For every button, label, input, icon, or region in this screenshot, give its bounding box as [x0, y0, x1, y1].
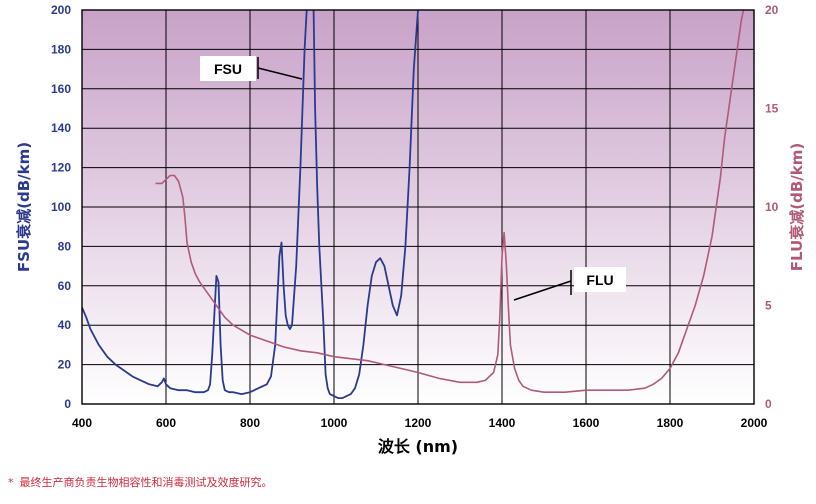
y-left-tick-label: 40 — [58, 318, 72, 332]
fsu-pointer — [257, 67, 303, 80]
x-tick-label: 800 — [240, 416, 260, 430]
footnote-star: * — [8, 476, 14, 489]
plot-frame — [81, 9, 755, 405]
right-axis-title: FLU衰减(dB/km) — [788, 143, 806, 271]
y-left-tick-label: 120 — [51, 161, 71, 175]
y-right-tick-label: 10 — [765, 200, 779, 214]
y-left-tick-label: 140 — [51, 121, 71, 135]
y-right-tick-label: 20 — [765, 3, 779, 17]
y-right-tick-label: 0 — [765, 397, 772, 411]
y-left-tick-label: 180 — [51, 42, 71, 56]
x-axis-title: 波长 (nm) — [378, 437, 458, 456]
flu-label-box — [574, 267, 626, 292]
x-tick-label: 1600 — [573, 416, 600, 430]
data-series — [82, 10, 745, 400]
flu-pointer — [513, 280, 572, 301]
footnote-text: 最终生产商负责生物相容性和消毒测试及效度研究。 — [19, 476, 273, 489]
y-right-tick-label: 5 — [765, 299, 772, 313]
left-axis-title: FSU衰减(dB/km) — [15, 142, 33, 272]
y-left-tick-label: 80 — [58, 239, 72, 253]
y-left-tick-label: 0 — [64, 397, 71, 411]
x-tick-label: 2000 — [741, 416, 768, 430]
y-left-tick-label: 160 — [51, 82, 71, 96]
flu-series-line — [155, 10, 745, 394]
flu-label: FLU — [586, 272, 613, 288]
attenuation-chart: 400 600 800 1000 1200 1400 1600 1800 20000204060… — [15, 3, 806, 456]
fsu-label: FSU — [214, 61, 242, 77]
y-left-tick-label: 100 — [51, 200, 71, 214]
y-left-tick-label: 200 — [51, 3, 71, 17]
x-tick-label: 1200 — [405, 416, 432, 430]
x-tick-label: 1800 — [657, 416, 684, 430]
fsu-annotation: FSU — [200, 56, 303, 81]
x-tick-label: 400 — [72, 416, 92, 430]
fsu-label-box — [200, 56, 256, 81]
y-right-tick-label: 15 — [765, 102, 779, 116]
x-tick-label: 1000 — [321, 416, 348, 430]
tick-labels: 400 600 800 1000 1200 1400 1600 1800 20000204060… — [51, 3, 779, 430]
x-tick-label: 1400 — [489, 416, 516, 430]
footnote: * 最终生产商负责生物相容性和消毒测试及效度研究。 — [8, 474, 273, 490]
fsu-series-line — [82, 10, 419, 400]
flu-annotation: FLU — [513, 267, 626, 301]
y-left-tick-label: 20 — [58, 358, 72, 372]
x-tick-label: 600 — [156, 416, 176, 430]
y-left-tick-label: 60 — [58, 279, 72, 293]
